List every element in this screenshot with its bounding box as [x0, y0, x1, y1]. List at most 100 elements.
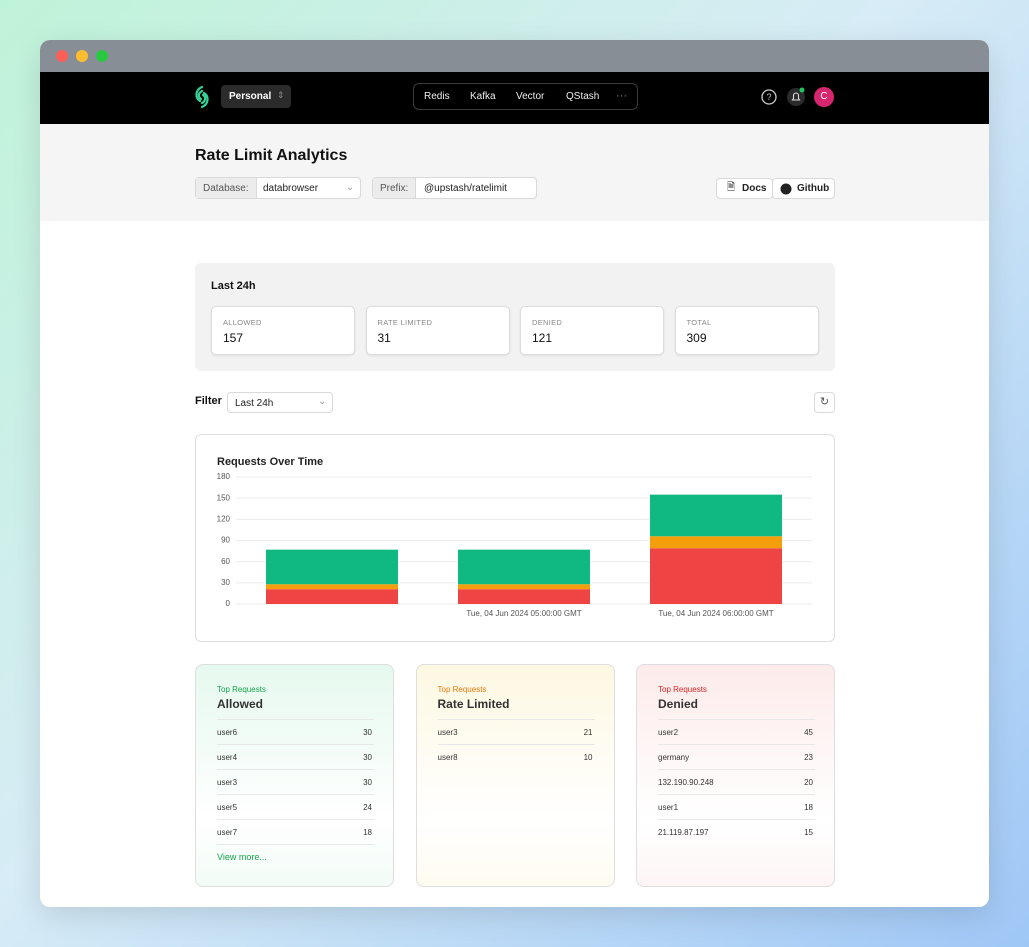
github-icon	[780, 183, 792, 195]
chart: Requests Over Time 0 30 60 90 120 150 180 Tue, …	[217, 456, 812, 618]
product-link[interactable]: Kafka	[470, 91, 496, 102]
list-title: Denied	[658, 697, 699, 711]
close-dot[interactable]	[56, 50, 68, 62]
page-title: Rate Limit Analytics	[195, 147, 348, 164]
y-tick-label: 0	[226, 599, 231, 608]
row-divider	[217, 844, 374, 845]
bar-segment	[650, 494, 782, 537]
row-name: user5	[217, 803, 238, 812]
bar-segment	[266, 589, 398, 604]
prefix-label: Prefix:	[373, 178, 417, 198]
summary-panel: Last 24h ALLOWED 157 RATE LIMITED 31 DENIED 1…	[195, 263, 835, 371]
row-count: 18	[363, 828, 372, 837]
doc-icon: 🗎	[727, 182, 736, 193]
stat-value: 121	[532, 331, 553, 345]
stat-value: 309	[686, 331, 707, 345]
row-name: user4	[217, 753, 238, 762]
row-name: user3	[217, 778, 238, 787]
row-divider	[217, 794, 374, 795]
bar-segment	[458, 584, 590, 590]
stat-label: TOTAL	[686, 318, 712, 327]
row-name: user8	[437, 753, 458, 762]
list-title: Allowed	[217, 697, 264, 711]
browser-window: Personal ⇕ Redis Kafka Vector QStash ··· ? C…	[40, 40, 989, 907]
avatar[interactable]: C	[814, 87, 834, 107]
page-header: Rate Limit Analytics Database: databrows…	[40, 124, 989, 221]
list-kicker: Top Requests	[217, 685, 266, 694]
filter-label: Filter	[195, 395, 222, 407]
top-list-card: Top Requests Rate Limited user3 21 user8 10	[415, 664, 615, 887]
product-link[interactable]: QStash	[566, 91, 600, 102]
database-value: databrowser	[263, 183, 319, 194]
row-divider	[658, 719, 815, 720]
stat-label: ALLOWED	[223, 318, 262, 327]
stat-label: DENIED	[532, 318, 563, 327]
row-divider	[658, 744, 815, 745]
bar-segment	[266, 549, 398, 585]
docs-button[interactable]: 🗎 Docs	[716, 178, 773, 199]
svg-text:?: ?	[766, 92, 771, 102]
filter-value: Last 24h	[235, 398, 274, 409]
database-select[interactable]: Database: databrowser ⌄	[195, 177, 361, 199]
row-count: 10	[583, 753, 593, 762]
chevron: ⌄	[318, 396, 327, 407]
y-tick-label: 30	[221, 578, 230, 587]
filter-select[interactable]: Last 24h ⌄	[227, 392, 333, 413]
help-icon[interactable]: ?	[759, 87, 779, 107]
product-link[interactable]: Vector	[516, 91, 545, 102]
x-tick-label: Tue, 04 Jun 2024 06:00:00 GMT	[658, 609, 773, 618]
top-list-card: Top Requests Allowed user6 30 user4 30 user3 30…	[195, 664, 394, 887]
more-menu[interactable]: ···	[616, 90, 627, 102]
row-count: 24	[363, 803, 372, 812]
stat-card: ALLOWED 157	[211, 306, 355, 355]
row-count: 30	[363, 778, 372, 787]
row-name: germany	[658, 753, 690, 762]
refresh-button[interactable]: ↻	[814, 392, 835, 413]
stat-card: TOTAL 309	[674, 306, 819, 355]
chart-card: Requests Over Time 0 30 60 90 120 150 180 Tue, …	[195, 434, 835, 642]
logo[interactable]	[193, 85, 211, 109]
docs-label: Docs	[742, 183, 767, 194]
workspace-select[interactable]: Personal ⇕	[221, 85, 291, 108]
database-label: Database:	[196, 178, 257, 198]
row-name: 21.119.87.197	[658, 828, 709, 837]
row-divider	[217, 744, 374, 745]
row-name: user2	[658, 728, 679, 737]
stat-card: RATE LIMITED 31	[365, 306, 510, 355]
zoom-dot[interactable]	[96, 50, 108, 62]
y-tick-label: 90	[221, 536, 230, 545]
y-tick-label: 180	[217, 472, 231, 481]
row-count: 30	[363, 753, 372, 762]
github-button[interactable]: Github	[772, 178, 835, 199]
stat-value: 157	[223, 331, 244, 345]
bar-segment	[458, 589, 590, 604]
row-divider	[437, 719, 595, 720]
bar-segment	[650, 548, 782, 604]
y-tick-label: 120	[217, 514, 231, 523]
bar-segment	[266, 584, 398, 590]
row-name: user3	[437, 728, 458, 737]
row-count: 30	[363, 728, 372, 737]
product-link[interactable]: Redis	[424, 91, 450, 102]
row-name: 132.190.90.248	[658, 778, 714, 787]
top-nav: Personal ⇕ Redis Kafka Vector QStash ··· ? C	[40, 72, 989, 124]
stat-label: RATE LIMITED	[377, 318, 433, 327]
minimize-dot[interactable]	[76, 50, 88, 62]
row-divider	[217, 769, 374, 770]
chevron: ⇕	[277, 90, 285, 100]
summary-title: Last 24h	[211, 280, 256, 292]
prefix-input[interactable]: Prefix: @upstash/ratelimit	[372, 177, 537, 199]
row-count: 20	[804, 778, 813, 787]
row-divider	[658, 819, 815, 820]
list-title: Rate Limited	[437, 697, 510, 711]
stat-card: DENIED 121	[520, 306, 664, 355]
row-divider	[217, 819, 374, 820]
view-more-link[interactable]: View more...	[217, 852, 267, 862]
top-list-card: Top Requests Denied user2 45 germany 23 132.19…	[636, 664, 835, 887]
row-divider	[658, 769, 815, 770]
row-name: user7	[217, 828, 238, 837]
chevron: ⌄	[346, 182, 355, 193]
bell-icon[interactable]	[786, 87, 806, 107]
